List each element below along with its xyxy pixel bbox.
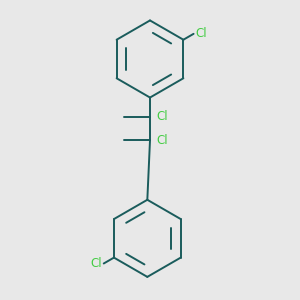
Text: Cl: Cl — [196, 27, 207, 40]
Text: Cl: Cl — [90, 257, 102, 270]
Text: Cl: Cl — [156, 110, 168, 123]
Text: Cl: Cl — [156, 134, 168, 147]
